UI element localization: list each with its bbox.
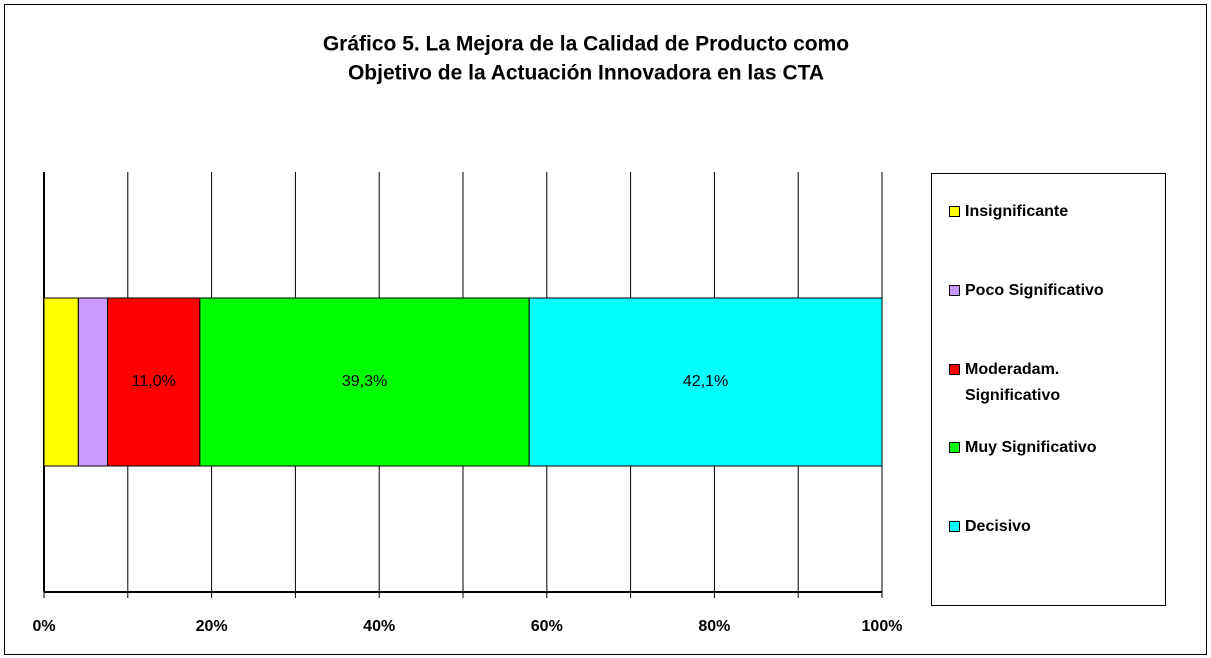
legend-label: Muy Significativo <box>965 439 1097 456</box>
legend-label: Moderadam. Significativo <box>965 361 1061 404</box>
bar-segment <box>77 297 109 467</box>
x-tick-label: 100% <box>862 618 903 635</box>
legend-swatch <box>949 521 960 532</box>
chart-title: Gráfico 5. La Mejora de la Calidad de Pr… <box>323 33 849 56</box>
data-label: 11,0% <box>132 373 176 390</box>
legend-swatch <box>949 285 960 296</box>
legend-item: Moderadam. Significativo <box>949 357 1159 409</box>
legend-label: Poco Significativo <box>965 282 1104 299</box>
chart-border <box>4 4 1207 655</box>
legend-item: Muy Significativo <box>949 435 1159 461</box>
x-tick-label: 80% <box>698 618 730 635</box>
legend-item: Insignificante <box>949 199 1159 225</box>
legend-label: Insignificante <box>965 203 1069 220</box>
x-tick-label: 60% <box>531 618 563 635</box>
legend-item: Poco Significativo <box>949 278 1159 304</box>
bar-segment <box>107 297 201 467</box>
bar-segment <box>199 297 530 467</box>
legend-swatch <box>949 206 960 217</box>
x-tick-label: 20% <box>196 618 228 635</box>
legend-swatch <box>949 364 960 375</box>
legend-swatch <box>949 442 960 453</box>
chart-title: Objetivo de la Actuación Innovadora en l… <box>348 62 824 85</box>
legend: Insignificante Poco Significativo Moderada… <box>931 173 1166 606</box>
data-label: 42,1% <box>683 373 728 390</box>
bar-segment <box>43 297 79 467</box>
legend-label: Decisivo <box>965 518 1031 535</box>
legend-item: Decisivo <box>949 514 1159 540</box>
bar-segment <box>528 297 883 467</box>
x-tick-label: 0% <box>32 618 55 635</box>
x-tick-label: 40% <box>363 618 395 635</box>
data-label: 39,3% <box>342 373 387 390</box>
